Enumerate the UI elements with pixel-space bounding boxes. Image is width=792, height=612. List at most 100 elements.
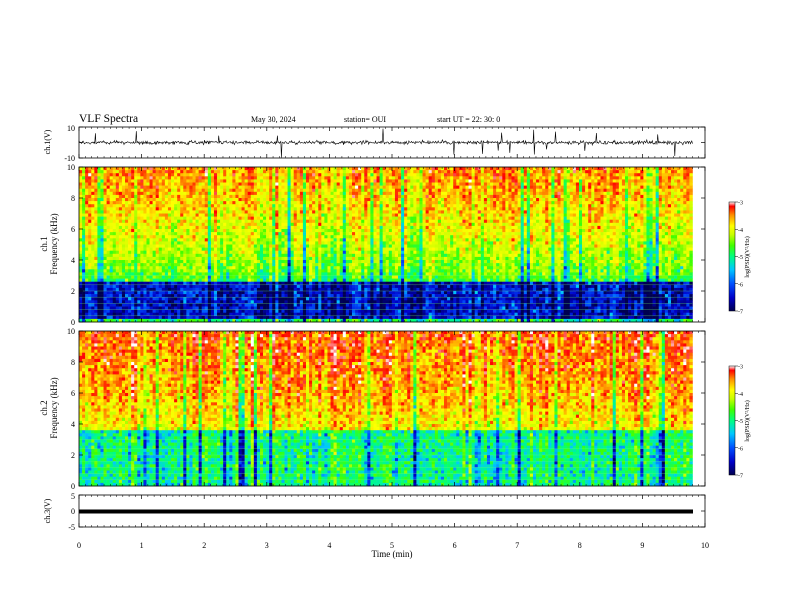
spectrogram-cell — [275, 167, 279, 171]
spectrogram-cell — [272, 315, 276, 320]
spectrogram-cell — [241, 229, 245, 233]
spectrogram-cell — [290, 170, 295, 174]
spectrogram-cell — [131, 284, 135, 289]
spectrogram-cell — [103, 204, 107, 208]
spectrogram-cell — [318, 235, 322, 239]
spectrogram-cell — [324, 247, 328, 251]
spectrogram-cell — [312, 250, 316, 255]
spectrogram-cell — [345, 191, 350, 196]
spectrogram-cell — [155, 269, 160, 273]
spectrogram-cell — [235, 272, 239, 276]
spectrogram-cell — [189, 278, 193, 282]
spectrogram-cell — [244, 179, 249, 183]
spectrogram-cell — [232, 284, 236, 289]
spectrogram-cell — [146, 170, 150, 174]
spectrogram-cell — [367, 204, 371, 208]
spectrogram-cell — [201, 167, 206, 171]
spectrogram-cell — [281, 182, 285, 186]
spectrogram-cell — [174, 278, 178, 282]
spectrogram-cell — [152, 238, 156, 242]
spectrogram-cell — [321, 225, 325, 230]
spectrogram-cell — [327, 241, 331, 245]
spectrogram-cell — [324, 170, 328, 174]
spectrogram-cell — [287, 247, 291, 251]
spectrogram-cell — [370, 182, 374, 186]
spectrogram-cell — [293, 179, 298, 183]
spectrogram-cell — [275, 306, 279, 310]
spectrogram-cell — [244, 278, 249, 282]
spectrogram-cell — [174, 179, 178, 183]
spectrogram-cell — [171, 225, 175, 230]
spectrogram-cell — [223, 232, 227, 236]
spectrogram-cell — [266, 235, 270, 239]
spectrogram-cell — [330, 185, 334, 189]
spectrogram-cell — [290, 167, 295, 171]
spectrogram-cell — [220, 219, 224, 224]
spectrogram-cell — [259, 167, 264, 171]
spectrogram-cell — [158, 191, 163, 196]
spectrogram-cell — [296, 167, 301, 171]
spectrogram-cell — [263, 256, 267, 261]
spectrogram-cell — [287, 263, 291, 267]
spectrogram-cell — [364, 176, 368, 180]
spectrogram-cell — [330, 275, 334, 279]
spectrogram-cell — [333, 182, 337, 186]
spectrogram-cell — [137, 256, 141, 261]
spectrogram-cell — [278, 263, 282, 267]
spectrogram-cell — [364, 216, 368, 220]
spectrogram-cell — [128, 250, 132, 255]
spectrogram-cell — [134, 188, 138, 193]
spectrogram-cell — [164, 185, 169, 189]
spectrogram-cell — [361, 229, 365, 233]
spectrogram-cell — [302, 188, 307, 193]
spectrogram-cell — [342, 219, 347, 224]
spectrogram-cell — [315, 260, 319, 264]
spectrogram-cell — [115, 216, 120, 220]
spectrogram-cell — [143, 281, 147, 286]
spectrogram-cell — [315, 315, 319, 320]
spectrogram-cell — [330, 300, 334, 304]
spectrogram-cell — [137, 287, 141, 292]
spectrogram-cell — [361, 241, 365, 245]
spectrogram-cell — [189, 216, 193, 220]
spectrogram-cell — [177, 182, 181, 186]
spectrogram-cell — [330, 176, 334, 180]
spectrogram-cell — [223, 312, 227, 317]
spectrogram-cell — [327, 232, 331, 236]
spectrogram-cell — [134, 229, 138, 233]
spectrogram-cell — [290, 244, 295, 248]
spectrogram-cell — [204, 219, 209, 224]
spectrogram-cell — [94, 191, 98, 196]
spectrogram-cell — [367, 244, 371, 248]
spectrogram-cell — [94, 303, 98, 307]
spectrogram-cell — [174, 281, 178, 286]
spectrogram-cell — [106, 284, 110, 289]
spectrogram-cell — [82, 185, 86, 189]
spectrogram-cell — [201, 201, 206, 205]
spectrogram-cell — [358, 179, 362, 183]
spectrogram-cell — [82, 219, 86, 224]
spectrogram-cell — [91, 176, 95, 180]
spectrogram-cell — [238, 269, 242, 273]
spectrogram-cell — [327, 266, 331, 270]
spectrogram-cell — [287, 260, 291, 264]
spectrogram-cell — [109, 278, 114, 282]
spectrogram-cell — [229, 269, 233, 273]
spectrogram-cell — [137, 247, 141, 251]
spectrogram-cell — [232, 213, 236, 217]
spectrogram-cell — [284, 219, 288, 224]
spectrogram-cell — [266, 294, 270, 298]
spectrogram-cell — [324, 204, 328, 208]
spectrogram-cell — [134, 281, 138, 286]
spectrogram-cell — [250, 297, 255, 301]
spectrogram-cell — [180, 173, 184, 177]
spectrogram-cell — [355, 204, 359, 208]
ch1-spectrogram-image — [79, 167, 693, 323]
spectrogram-cell — [272, 260, 276, 264]
spectrogram-cell — [198, 253, 202, 258]
spectrogram-cell — [348, 253, 353, 258]
spectrogram-cell — [244, 256, 249, 261]
spectrogram-cell — [134, 216, 138, 220]
spectrogram-cell — [167, 204, 172, 208]
spectrogram-cell — [201, 238, 206, 242]
